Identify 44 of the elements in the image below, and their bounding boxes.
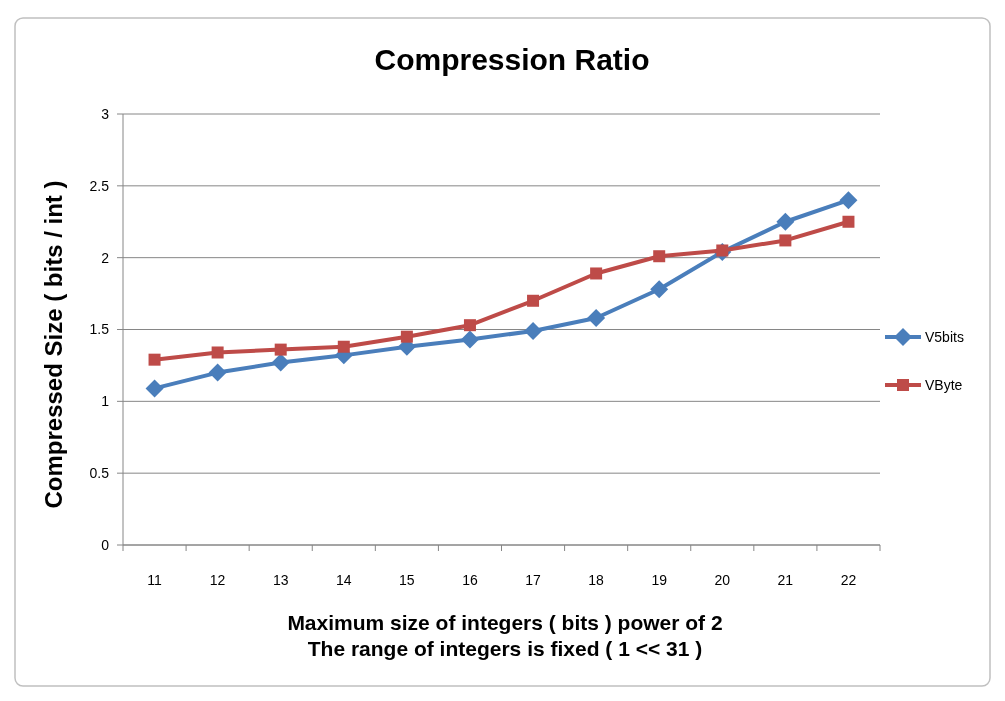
- x-tick-label: 12: [209, 572, 226, 588]
- point: [524, 321, 543, 340]
- point: [271, 353, 290, 372]
- point: [148, 353, 161, 366]
- y-tick-label: 1: [101, 393, 110, 410]
- y-tick-label: 0: [101, 536, 110, 553]
- legend-label: VByte: [925, 376, 963, 393]
- chart-title: Compression Ratio: [374, 43, 650, 76]
- point: [274, 343, 287, 356]
- y-tick-label: 1.5: [89, 321, 110, 338]
- point: [842, 215, 855, 228]
- x-tick-label: 15: [399, 572, 415, 588]
- point: [400, 330, 413, 343]
- x-tick-label: 21: [777, 572, 794, 588]
- point: [211, 346, 224, 359]
- y-tick-label: 0.5: [89, 465, 110, 482]
- point: [463, 319, 476, 332]
- point: [653, 250, 666, 263]
- x-axis-title: Maximum size of integers ( bits ) power of 2 The range of integers is fixed ( 1 << 31 ): [287, 611, 723, 660]
- x-tick-label: 11: [147, 572, 163, 588]
- x-tick-label: 14: [336, 572, 352, 588]
- point: [590, 267, 603, 280]
- point: [776, 212, 795, 231]
- x-tick-label: 19: [651, 572, 668, 588]
- point: [208, 363, 227, 382]
- x-tick-label: 20: [714, 572, 731, 588]
- y-axis-title: Compressed Size ( bits / int ): [40, 180, 67, 509]
- legend-label: V5bits: [925, 328, 964, 345]
- point: [527, 294, 540, 307]
- x-tick-label: 18: [588, 572, 605, 588]
- point: [337, 340, 350, 353]
- y-tick-label: 3: [101, 105, 110, 122]
- point: [839, 191, 858, 210]
- point: [145, 379, 164, 398]
- point: [779, 234, 792, 247]
- y-tick-label: 2.5: [89, 177, 110, 194]
- x-tick-label: 16: [462, 572, 478, 588]
- x-tick-label: 22: [840, 572, 857, 588]
- x-tick-label: 17: [525, 572, 542, 588]
- x-tick-label: 13: [272, 572, 289, 588]
- point: [587, 309, 606, 328]
- y-tick-label: 2: [101, 249, 110, 266]
- point: [650, 280, 669, 299]
- point: [460, 330, 479, 349]
